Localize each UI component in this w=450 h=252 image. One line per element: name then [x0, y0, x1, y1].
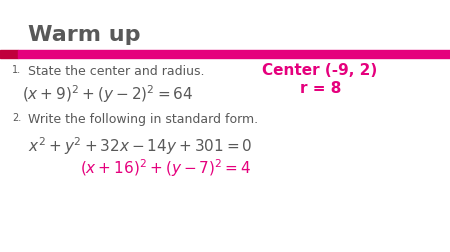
Text: 2.: 2.: [12, 113, 21, 122]
Text: r = 8: r = 8: [300, 81, 342, 96]
Text: 1.: 1.: [12, 65, 21, 75]
Text: $x^{2}+y^{2}+32x-14y+301=0$: $x^{2}+y^{2}+32x-14y+301=0$: [28, 135, 252, 156]
Text: $\left(x+16\right)^{2}+\left(y-7\right)^{2}=4$: $\left(x+16\right)^{2}+\left(y-7\right)^…: [80, 156, 252, 178]
Text: Warm up: Warm up: [28, 25, 140, 45]
Bar: [0, 51, 18, 59]
Text: $\left(x+9\right)^{2}+\left(y-2\right)^{2}=64$: $\left(x+9\right)^{2}+\left(y-2\right)^{…: [22, 83, 194, 104]
Text: State the center and radius.: State the center and radius.: [28, 65, 204, 78]
Text: Center (-9, 2): Center (-9, 2): [262, 63, 377, 78]
Bar: [18, 51, 450, 59]
Text: Write the following in standard form.: Write the following in standard form.: [28, 113, 258, 125]
